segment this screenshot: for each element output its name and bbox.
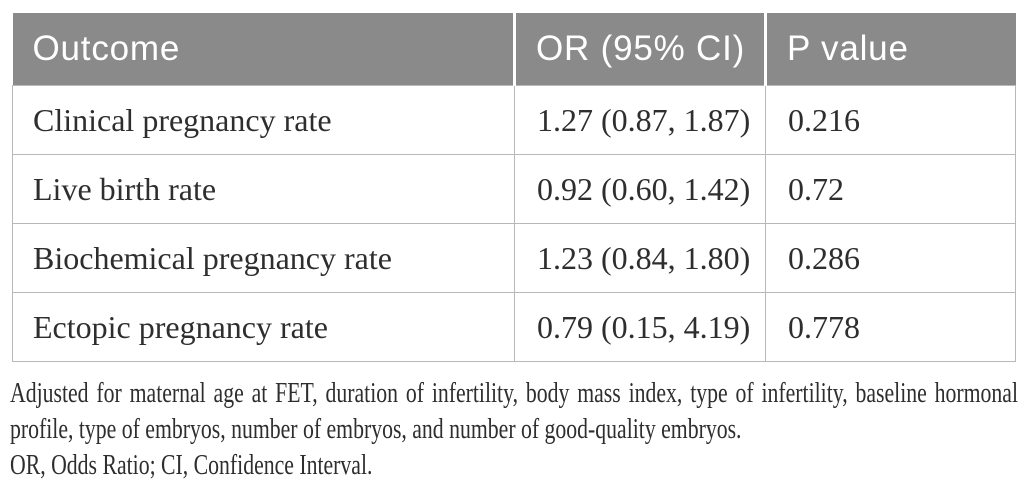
- paper-table-figure: Outcome OR (95% CI) P value Clinical pre…: [0, 13, 1025, 496]
- cell-outcome: Clinical pregnancy rate: [12, 85, 515, 155]
- cell-outcome: Biochemical pregnancy rate: [12, 223, 515, 293]
- table-row: Live birth rate 0.92 (0.60, 1.42) 0.72: [12, 154, 1016, 224]
- cell-outcome: Live birth rate: [12, 154, 515, 224]
- footnote-adjustments: Adjusted for maternal age at FET, durati…: [10, 377, 1018, 445]
- header-cell-outcome: Outcome: [12, 13, 515, 86]
- cell-p-value: 0.216: [765, 85, 1016, 155]
- cell-or-ci: 1.23 (0.84, 1.80): [514, 223, 766, 293]
- cell-p-value: 0.286: [765, 223, 1016, 293]
- cell-outcome: Ectopic pregnancy rate: [12, 292, 515, 362]
- cell-p-value: 0.72: [765, 154, 1016, 224]
- cell-p-value: 0.778: [765, 292, 1016, 362]
- table-header-row: Outcome OR (95% CI) P value: [12, 13, 1016, 86]
- footnote-abbreviations: OR, Odds Ratio; CI, Confidence Interval.: [10, 449, 373, 481]
- table-footnotes: Adjusted for maternal age at FET, durati…: [10, 375, 1018, 483]
- cell-or-ci: 0.92 (0.60, 1.42): [514, 154, 766, 224]
- header-cell-p-value: P value: [764, 13, 1016, 86]
- outcomes-table: Outcome OR (95% CI) P value Clinical pre…: [12, 13, 1016, 362]
- cell-or-ci: 1.27 (0.87, 1.87): [514, 85, 766, 155]
- cell-or-ci: 0.79 (0.15, 4.19): [514, 292, 766, 362]
- table-row: Ectopic pregnancy rate 0.79 (0.15, 4.19)…: [12, 292, 1016, 362]
- table-row: Clinical pregnancy rate 1.27 (0.87, 1.87…: [12, 85, 1016, 155]
- table-row: Biochemical pregnancy rate 1.23 (0.84, 1…: [12, 223, 1016, 293]
- header-cell-or-ci: OR (95% CI): [513, 13, 766, 86]
